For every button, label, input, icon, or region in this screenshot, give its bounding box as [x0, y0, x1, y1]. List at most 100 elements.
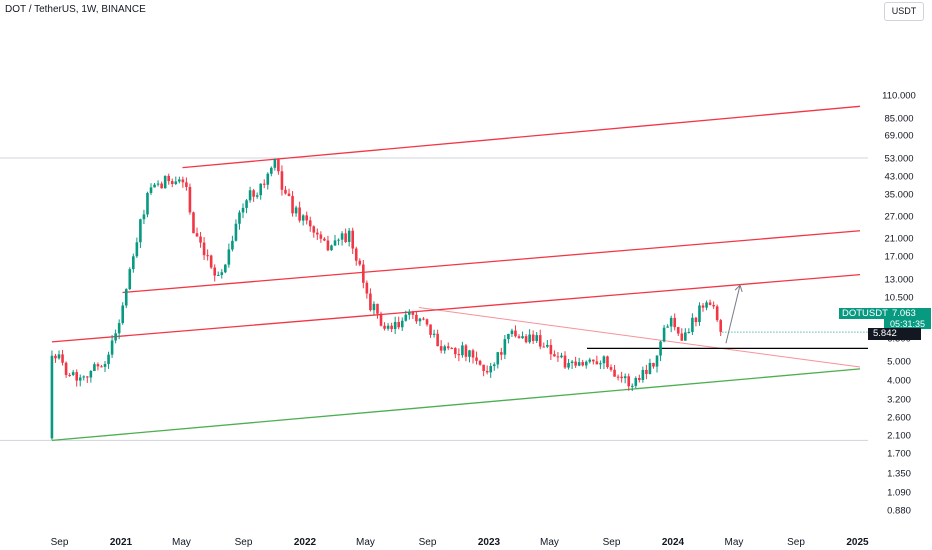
time-tick-label: Sep	[602, 537, 621, 548]
candle	[383, 322, 386, 331]
trendline-support[interactable]	[51, 368, 861, 442]
candle	[500, 347, 503, 361]
candle	[602, 355, 606, 370]
candle	[298, 201, 301, 223]
trendline-channel-upper[interactable]	[182, 105, 861, 169]
candle	[581, 359, 585, 367]
price-tick-label: 10.500	[884, 292, 914, 304]
candle	[684, 328, 687, 341]
trendline-channel-mid-upper[interactable]	[122, 230, 861, 294]
candle	[645, 364, 648, 380]
candle	[156, 180, 160, 187]
candle	[507, 333, 510, 344]
candle	[149, 183, 153, 195]
candle	[517, 334, 521, 339]
candle	[117, 319, 121, 340]
candle	[362, 260, 365, 289]
candle	[489, 362, 493, 378]
candle	[521, 331, 524, 339]
candle	[531, 330, 535, 344]
candle	[404, 310, 408, 322]
candle	[425, 318, 429, 327]
candle	[167, 173, 171, 185]
candle	[599, 360, 602, 370]
candle	[698, 302, 701, 326]
price-tick-label: 3.200	[887, 394, 911, 406]
candle	[206, 249, 209, 261]
candle	[114, 329, 117, 344]
candle	[673, 313, 677, 331]
candle	[638, 374, 641, 383]
candle	[220, 269, 224, 279]
candle	[54, 353, 57, 363]
candle	[719, 318, 723, 336]
candle	[485, 365, 489, 375]
time-tick-label: 2023	[477, 537, 501, 548]
candle	[248, 186, 252, 203]
candle	[227, 243, 231, 268]
candle	[478, 359, 482, 366]
candle	[546, 339, 549, 349]
candle	[666, 324, 669, 328]
candle	[415, 311, 418, 324]
price-tick-label: 2.600	[887, 412, 911, 424]
symbol-title: DOT / TetherUS, 1W, BINANCE	[5, 4, 146, 15]
candle	[418, 317, 422, 326]
candle	[61, 349, 64, 366]
candle	[330, 244, 333, 251]
candle	[241, 203, 245, 219]
price-tick-label: 5.000	[887, 356, 911, 368]
candle	[259, 183, 263, 200]
candle	[386, 323, 390, 331]
candle	[691, 313, 694, 336]
candle	[514, 325, 517, 338]
candle	[110, 335, 114, 358]
currency-button[interactable]: USDT	[884, 2, 924, 21]
candle	[369, 288, 372, 312]
candle	[556, 352, 560, 362]
time-tick-label: Sep	[787, 537, 805, 548]
candle	[454, 347, 457, 359]
candle	[75, 369, 79, 387]
candle	[482, 364, 485, 377]
candle	[680, 328, 684, 341]
candle	[316, 228, 319, 240]
candle	[319, 231, 323, 243]
candle	[50, 350, 54, 440]
candle	[616, 374, 620, 381]
candle	[538, 329, 542, 350]
candle	[340, 231, 344, 246]
candle	[213, 264, 217, 282]
candle	[577, 357, 581, 367]
price-tick-label: 1.090	[887, 487, 911, 498]
candle	[687, 328, 691, 334]
price-tick-label: 110.000	[882, 90, 916, 102]
candle	[471, 348, 475, 364]
candle	[496, 351, 500, 369]
candle	[535, 331, 539, 344]
candle	[266, 172, 270, 190]
candle	[301, 214, 305, 226]
trendline-descending-resistance[interactable]	[418, 307, 861, 368]
candle	[708, 299, 712, 306]
trendline-channel-mid-lower[interactable]	[51, 273, 861, 343]
price-tick-label: 53.000	[884, 153, 914, 165]
candle	[231, 235, 234, 252]
candle	[542, 342, 546, 348]
candle	[128, 267, 132, 291]
candle	[195, 227, 199, 237]
candle	[461, 341, 464, 358]
candle	[450, 347, 454, 350]
candle	[701, 302, 705, 312]
projection-arrow[interactable]	[725, 284, 743, 344]
candle	[64, 361, 68, 378]
candle	[344, 228, 347, 244]
candle	[121, 302, 125, 325]
candle	[623, 373, 627, 384]
candle	[78, 374, 82, 387]
candle	[202, 237, 206, 261]
horizontal-level-label: 5.842	[868, 328, 921, 340]
candle	[503, 334, 507, 360]
candle	[662, 324, 666, 343]
